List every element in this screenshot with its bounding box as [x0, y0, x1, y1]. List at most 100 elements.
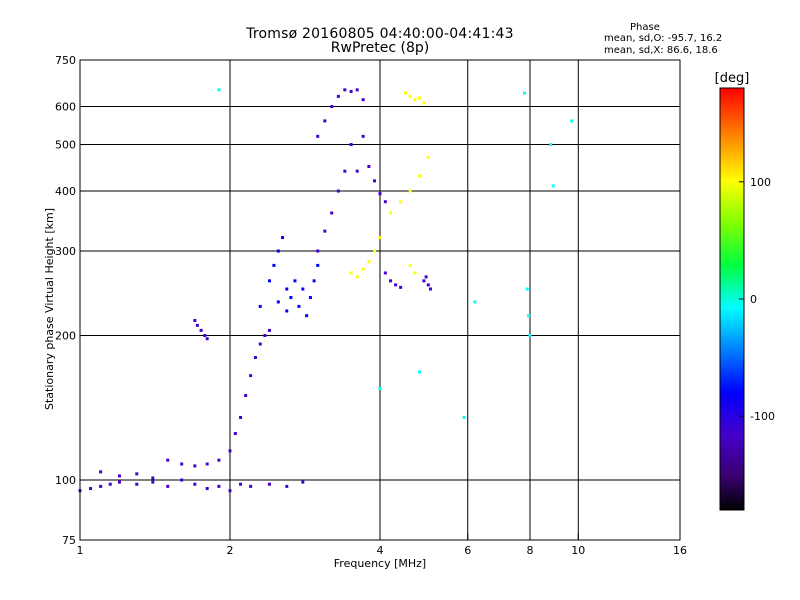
data-point-s6-6 [422, 279, 426, 283]
data-point-s0-7 [166, 484, 170, 488]
y-tick-label-500: 500 [55, 139, 76, 152]
y-tick-label-100: 100 [55, 474, 76, 487]
data-point-s4-5 [349, 89, 353, 93]
x-tick-label-6: 6 [464, 544, 471, 557]
data-point-s0-14 [249, 484, 253, 488]
data-point-s4-12 [323, 229, 327, 233]
data-point-s4-9 [343, 169, 347, 173]
colorbar-tick-label-100: 100 [750, 176, 771, 189]
data-point-s5-7 [399, 200, 403, 204]
data-point-s4-0 [316, 134, 320, 138]
data-point-s5-8 [408, 189, 412, 193]
data-point-s5-16 [408, 263, 412, 267]
data-point-s4-16 [367, 164, 371, 168]
data-point-s1-9 [228, 449, 232, 453]
y-tick-label-200: 200 [55, 330, 76, 343]
data-point-s2-12 [312, 279, 316, 283]
data-point-s0-4 [117, 480, 121, 484]
chart-subtitle: RwPretec (8p) [330, 40, 430, 56]
data-point-s1-16 [263, 334, 267, 338]
phase-o-values: -95.7, 16.2 [667, 33, 723, 44]
data-point-s2-4 [281, 236, 285, 240]
data-point-s4-10 [336, 189, 340, 193]
data-point-s4-3 [336, 94, 340, 98]
data-point-s5-6 [389, 211, 393, 215]
data-point-s5-1 [355, 275, 359, 279]
data-point-s7-3 [525, 287, 529, 291]
phase-o-label: mean, sd,O: [604, 33, 665, 44]
phase-stats-x: mean, sd,X: 86.6, 18.6 [604, 45, 718, 56]
data-point-s3-0 [193, 318, 197, 322]
data-point-s2-11 [308, 296, 312, 300]
data-point-s5-10 [426, 155, 430, 159]
data-point-s6-7 [424, 275, 428, 279]
phase-x-label: mean, sd,X: [604, 45, 664, 56]
data-point-s0-12 [228, 489, 232, 493]
data-point-s2-9 [301, 287, 305, 291]
data-point-s1-2 [135, 472, 139, 476]
x-axis-label: Frequency [MHz] [333, 557, 427, 570]
data-point-s5-11 [403, 91, 407, 95]
data-point-s2-10 [305, 314, 309, 318]
data-point-s1-8 [217, 458, 221, 462]
data-point-s4-15 [361, 134, 365, 138]
data-point-s0-3 [108, 482, 112, 486]
data-point-s7-4 [527, 314, 531, 318]
data-point-s4-1 [323, 119, 327, 123]
data-point-s7-2 [523, 91, 527, 95]
y-tick-label-400: 400 [55, 185, 76, 198]
data-point-s6-0 [383, 271, 387, 275]
data-point-s3-1 [195, 323, 199, 327]
data-point-s4-19 [383, 200, 387, 204]
colorbar-tick-label--100: -100 [750, 410, 775, 423]
data-point-s2-13 [316, 263, 320, 267]
data-point-s2-3 [276, 249, 280, 253]
data-point-s5-13 [413, 98, 417, 102]
data-point-s1-11 [239, 415, 243, 419]
data-point-s0-1 [89, 487, 93, 491]
data-point-s4-4 [343, 88, 347, 92]
data-point-s0-13 [239, 482, 243, 486]
data-point-s1-0 [99, 470, 103, 474]
x-tick-label-1: 1 [77, 544, 84, 557]
data-point-s1-15 [258, 342, 262, 346]
x-tick-label-2: 2 [227, 544, 234, 557]
x-tick-label-16: 16 [673, 544, 687, 557]
data-point-s1-4 [166, 458, 170, 462]
data-point-s5-2 [361, 267, 365, 271]
data-point-s0-2 [99, 484, 103, 488]
phase-stats-title: Phase [630, 22, 660, 33]
data-point-s1-13 [249, 374, 253, 378]
x-tick-label-8: 8 [527, 544, 534, 557]
data-point-s4-6 [355, 88, 359, 92]
data-point-s7-11 [378, 387, 382, 391]
y-tick-label-75: 75 [62, 534, 76, 547]
data-point-s7-7 [551, 184, 555, 188]
data-point-s2-6 [289, 296, 293, 300]
data-point-s1-5 [180, 462, 184, 466]
data-point-s4-7 [361, 98, 365, 102]
data-point-s0-15 [267, 482, 271, 486]
data-point-s1-6 [193, 464, 197, 468]
phase-x-values: 86.6, 18.6 [666, 45, 718, 56]
data-point-s4-8 [349, 143, 353, 147]
data-point-s1-10 [233, 432, 237, 436]
data-point-s5-3 [367, 260, 371, 264]
data-point-s2-1 [267, 279, 271, 283]
data-point-s6-5 [428, 287, 432, 291]
data-point-s2-8 [297, 304, 301, 308]
data-point-s3-3 [203, 334, 207, 338]
data-point-s7-10 [417, 370, 421, 374]
data-point-s5-4 [373, 249, 377, 253]
x-tick-label-4: 4 [377, 544, 384, 557]
phase-stats-o: mean, sd,O: -95.7, 16.2 [604, 33, 722, 44]
data-point-s1-12 [244, 394, 248, 398]
data-point-s4-14 [355, 169, 359, 173]
colorbar-tick-label-0: 0 [750, 293, 757, 306]
data-point-s2-7 [293, 279, 297, 283]
data-point-s4-11 [330, 211, 334, 215]
data-point-s6-3 [399, 285, 403, 289]
data-point-s4-17 [373, 179, 377, 183]
data-point-s0-6 [151, 480, 155, 484]
